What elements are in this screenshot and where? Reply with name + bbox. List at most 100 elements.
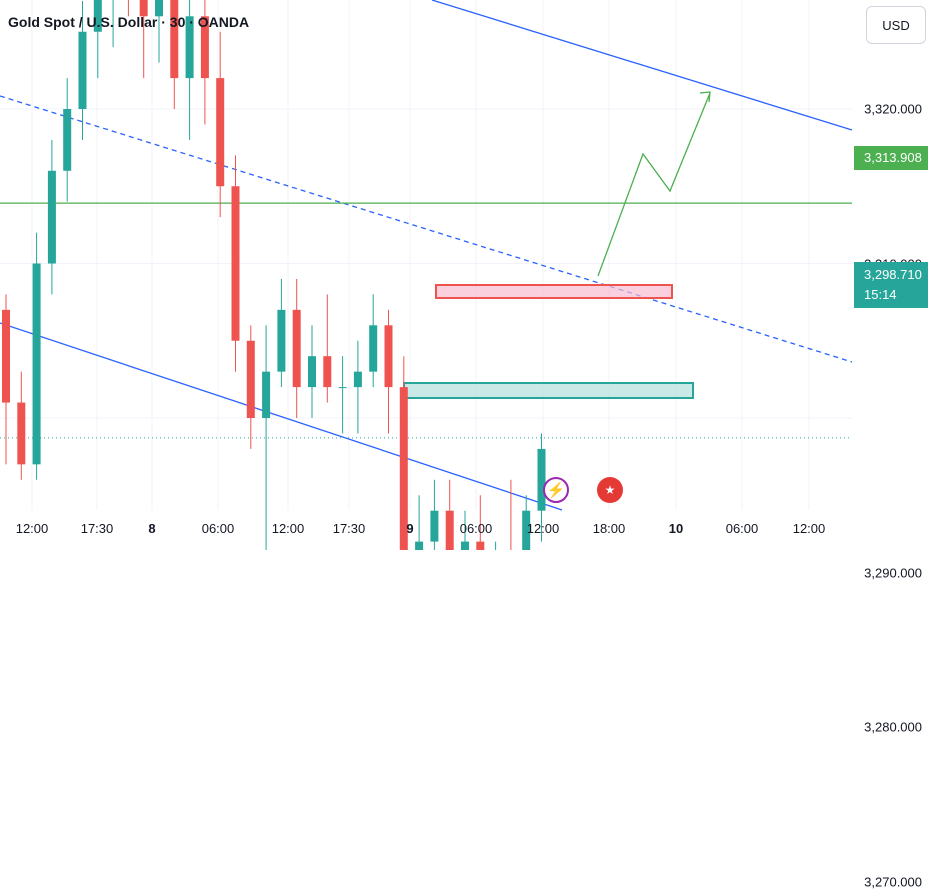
time-tick-label: 18:00 <box>592 521 626 536</box>
candle-body <box>384 325 393 388</box>
price-tick-label: 3,320.000 <box>864 101 922 117</box>
time-tick-label: 12:00 <box>271 521 305 536</box>
candle-body <box>430 510 439 542</box>
candle <box>445 479 454 550</box>
candle <box>292 278 301 418</box>
time-tick-label: 9 <box>406 521 414 536</box>
candle <box>231 155 240 372</box>
price-chart[interactable] <box>0 0 932 550</box>
candle-body <box>231 186 240 341</box>
time-tick-label: 17:30 <box>80 521 114 536</box>
candle-body <box>78 31 87 109</box>
candle-body <box>32 263 41 465</box>
candle-body <box>399 387 408 550</box>
candle <box>63 78 72 202</box>
candle-body <box>476 541 485 550</box>
candle <box>277 278 286 388</box>
candle <box>308 325 316 418</box>
time-tick-label: 12:00 <box>15 521 49 536</box>
candle <box>399 356 408 550</box>
level-price-tag: 3,313.908 <box>854 146 928 170</box>
candle <box>430 479 439 550</box>
bar-countdown-label: 15:14 <box>864 287 897 302</box>
time-tick-label: 17:30 <box>332 521 366 536</box>
support-zone <box>403 382 694 399</box>
candle <box>2 294 10 465</box>
projection-arrowhead <box>699 91 711 103</box>
candle-body <box>415 541 424 550</box>
upper-channel-line <box>431 0 853 131</box>
candle <box>262 325 271 550</box>
lower-channel-line <box>0 322 563 511</box>
candle <box>47 139 56 295</box>
candle <box>384 309 393 434</box>
candle-body <box>216 78 225 187</box>
time-tick-label: 12:00 <box>526 521 560 536</box>
candle-body <box>185 16 194 79</box>
candle <box>139 0 148 79</box>
resistance-zone <box>435 284 673 299</box>
candle-body <box>277 309 286 372</box>
candle-body <box>369 325 378 372</box>
candle-body <box>445 510 454 550</box>
candle-body <box>262 371 271 418</box>
candle <box>353 340 362 434</box>
lightning-bolt-icon[interactable]: ⚡ <box>543 477 569 503</box>
time-tick-label: 06:00 <box>459 521 493 536</box>
candle <box>461 510 469 550</box>
candlestick-series <box>2 0 546 550</box>
candle-body <box>47 170 56 264</box>
candle <box>112 0 114 48</box>
time-tick-label: 06:00 <box>201 521 235 536</box>
candle <box>78 0 87 140</box>
candle-body <box>63 109 72 171</box>
candle <box>93 0 102 79</box>
candle <box>170 0 179 109</box>
candle <box>200 0 209 125</box>
candle-body <box>338 387 347 389</box>
time-tick-label: 10 <box>668 521 684 536</box>
price-tick-label: 3,290.000 <box>864 565 922 580</box>
candle-body <box>93 0 102 32</box>
candle-body <box>461 541 469 550</box>
candle-body <box>323 356 332 388</box>
candle <box>495 541 497 550</box>
candle <box>537 433 546 542</box>
time-tick-label: 12:00 <box>792 521 826 536</box>
currency-selector[interactable]: USD <box>866 6 926 44</box>
chart-grid <box>0 0 852 510</box>
time-tick-label: 06:00 <box>725 521 759 536</box>
current-price-tag: 3,298.710 15:14 <box>854 262 928 308</box>
candle <box>216 31 225 218</box>
time-tick-label: 8 <box>148 521 156 536</box>
projection-path <box>597 92 711 277</box>
candle <box>338 356 347 434</box>
candle-body <box>292 309 301 388</box>
candle <box>155 0 163 63</box>
current-price-label: 3,298.710 <box>864 267 922 282</box>
price-tick-label: 3,280.000 <box>864 719 922 735</box>
candle <box>323 294 332 403</box>
candle-body <box>139 0 148 17</box>
candle-body <box>200 16 209 79</box>
candle-body <box>170 0 179 79</box>
candle <box>17 371 26 480</box>
candle <box>369 294 378 388</box>
candle <box>415 495 424 550</box>
candle <box>246 325 255 449</box>
candle-body <box>246 340 255 418</box>
candle-body <box>308 356 316 388</box>
us-flag-icon[interactable]: ★ <box>597 477 623 503</box>
candle <box>32 232 41 480</box>
dashed-trend-line <box>0 95 853 363</box>
candle-body <box>17 402 26 465</box>
candle <box>185 0 194 140</box>
chart-drawings <box>0 0 853 511</box>
symbol-title[interactable]: Gold Spot / U.S. Dollar · 30 · OANDA <box>8 14 250 30</box>
candle-body <box>155 0 163 17</box>
candle-body <box>353 371 362 388</box>
candle <box>510 479 512 550</box>
candle-body <box>522 510 531 550</box>
candle-body <box>537 448 546 511</box>
candle <box>522 495 531 550</box>
